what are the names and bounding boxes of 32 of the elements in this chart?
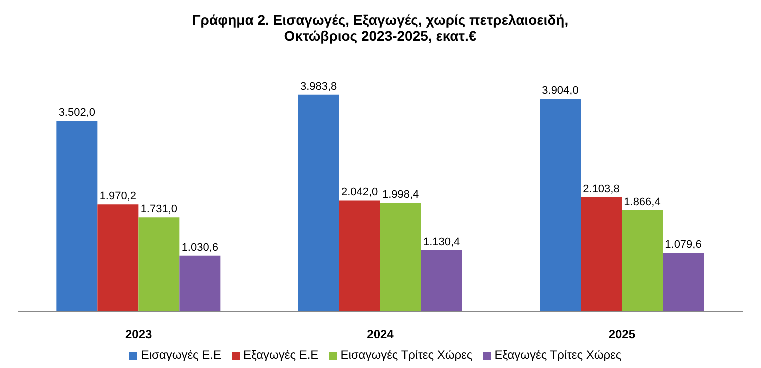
legend-label: Εξαγωγές Τρίτες Χώρες (494, 348, 622, 362)
bar (380, 203, 422, 312)
bar (56, 121, 98, 312)
bar (421, 250, 462, 312)
data-label: 1.998,4 (382, 189, 420, 202)
legend-label: Εξαγωγές Ε.Ε (244, 348, 319, 362)
bar (581, 197, 622, 312)
bar (298, 94, 340, 312)
x-tick-label: 2025 (608, 328, 636, 342)
data-label: 1.130,4 (423, 236, 460, 248)
data-label: 3.502,0 (58, 107, 96, 120)
bar (540, 99, 581, 312)
x-tick-label: 2023 (125, 328, 153, 342)
legend-label: Εισαγωγές Τρίτες Χώρες (340, 348, 473, 362)
data-label: 1.030,6 (182, 242, 219, 254)
bar (622, 210, 663, 312)
bar (138, 218, 180, 312)
data-label: 1.970,2 (100, 190, 137, 203)
bar (98, 204, 139, 312)
data-label: 3.904,0 (542, 85, 579, 98)
data-label: 2.042,0 (341, 186, 378, 199)
legend-label: Εισαγωγές Ε.Ε (141, 348, 222, 362)
data-label: 1.866,4 (624, 196, 661, 208)
data-label: 2.103,8 (583, 183, 620, 196)
data-label: 1.731,0 (140, 204, 178, 216)
data-label: 1.079,6 (665, 239, 702, 252)
chart-title: Γράφημα 2. Εισαγωγές, Εξαγωγές, χωρίς πετρελαιοειδή, Οκτώβριος 2023-2025, εκατ.€ (191, 11, 570, 46)
data-label: 3.983,8 (300, 80, 338, 93)
bar (663, 253, 704, 312)
bar (339, 200, 380, 312)
x-tick-label: 2024 (367, 328, 394, 342)
bar (180, 256, 221, 312)
